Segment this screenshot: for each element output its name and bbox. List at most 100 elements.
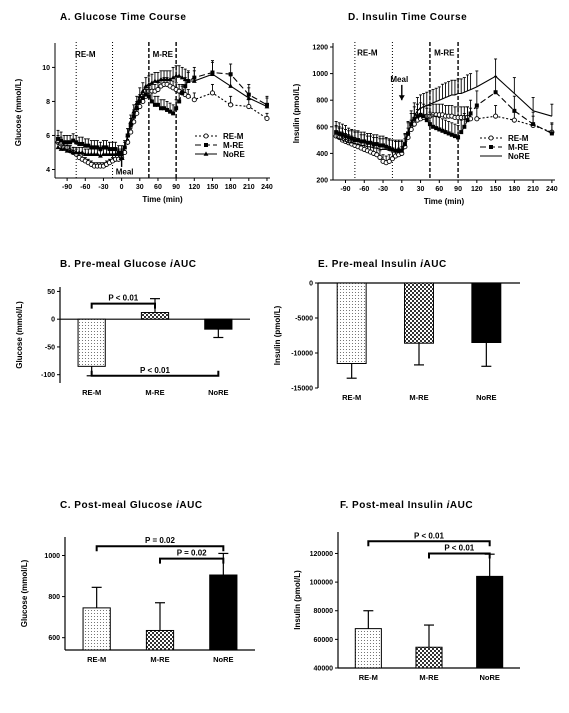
annotation: RE-M <box>75 50 96 59</box>
series-NoRE <box>55 61 270 158</box>
category-label: NoRE <box>479 673 499 682</box>
legend-marker <box>488 135 494 141</box>
data-point <box>389 156 395 162</box>
data-point <box>119 151 125 156</box>
x-tick-label: 120 <box>188 184 200 191</box>
significance-bracket <box>159 557 225 564</box>
bar-RE-M <box>77 318 106 367</box>
category-label: NoRE <box>208 388 228 397</box>
title-part: C. Post-meal Glucose <box>60 500 176 511</box>
data-point <box>155 102 160 107</box>
title-part: i <box>170 259 173 270</box>
x-tick-label: 210 <box>527 186 539 193</box>
data-point <box>134 106 139 111</box>
title-part: F. Post-meal Insulin <box>340 500 447 511</box>
legend-label: RE-M <box>223 132 244 141</box>
data-point <box>70 149 76 155</box>
data-point <box>415 114 420 119</box>
panel-title: D. Insulin Time Course <box>348 12 467 23</box>
title-part: i <box>447 500 450 511</box>
x-tick-label: 0 <box>400 186 404 193</box>
x-tick-label: -60 <box>80 184 90 191</box>
x-tick-label: -60 <box>359 186 369 193</box>
panel-D: D. Insulin Time Course200400600800100012… <box>292 12 558 206</box>
data-point <box>264 115 270 122</box>
data-point <box>158 106 163 111</box>
data-point <box>449 132 454 137</box>
data-point <box>58 146 64 151</box>
data-point <box>374 152 380 158</box>
data-point <box>264 103 270 109</box>
data-point <box>155 78 161 83</box>
y-tick-label: 1000 <box>44 553 60 560</box>
category-label: RE-M <box>342 393 361 402</box>
data-point <box>149 80 155 85</box>
data-point <box>185 93 191 99</box>
significance-label: P = 0.02 <box>145 536 175 545</box>
data-point <box>152 78 158 83</box>
significance-bracket <box>428 552 491 559</box>
category-label: M-RE <box>419 673 438 682</box>
data-point <box>434 126 439 131</box>
y-tick-label: 60000 <box>314 637 334 644</box>
data-point <box>146 81 152 87</box>
panel-E: E. Pre-meal Insulin iAUC -15000 -10000 -500… <box>273 259 520 402</box>
legend-marker <box>203 133 209 139</box>
significance-bracket <box>90 370 220 377</box>
x-tick-label: 210 <box>243 184 255 191</box>
panel-title: C. Post-meal Glucose iAUC <box>60 500 203 511</box>
data-point <box>85 151 91 156</box>
title-part: AUC <box>179 500 202 511</box>
data-point <box>104 145 109 150</box>
bar-M-RE <box>415 646 443 669</box>
data-point <box>377 154 383 160</box>
data-point <box>176 73 182 78</box>
significance-label: P < 0.01 <box>444 543 474 552</box>
bar-NoRE <box>476 575 504 669</box>
x-tick-label: 60 <box>154 184 162 191</box>
legend-label: M-RE <box>223 141 244 150</box>
data-point <box>386 158 392 164</box>
title-part: E. Pre-meal Insulin <box>318 259 420 270</box>
y-tick-label: 50 <box>47 289 55 296</box>
significance-label: P = 0.02 <box>177 549 207 558</box>
panel-C: C. Post-meal Glucose iAUC 600 800 1000 Gluco… <box>20 500 255 664</box>
data-point <box>92 145 97 150</box>
data-point <box>71 138 76 143</box>
legend-label: RE-M <box>508 134 529 143</box>
data-point <box>474 103 479 108</box>
legend-marker <box>204 143 208 147</box>
annotation: Meal <box>116 168 134 177</box>
data-point <box>146 94 151 99</box>
data-point <box>89 145 94 150</box>
y-axis-label: Glucose (mmol/L) <box>20 559 29 627</box>
category-label: RE-M <box>82 388 101 397</box>
data-point <box>191 78 197 83</box>
data-point <box>158 76 164 82</box>
data-point <box>170 75 176 80</box>
title-part: i <box>176 500 179 511</box>
data-point <box>167 76 173 82</box>
data-point <box>162 106 167 111</box>
data-point <box>68 140 73 145</box>
data-point <box>164 76 170 82</box>
data-point <box>59 138 64 143</box>
x-tick-label: 90 <box>172 184 180 191</box>
annotation: RE-M <box>357 49 378 58</box>
data-point <box>549 131 554 136</box>
data-point <box>493 113 499 119</box>
data-point <box>512 108 517 113</box>
annotation: Meal <box>390 75 408 84</box>
data-point <box>424 118 429 123</box>
data-point <box>246 95 252 100</box>
significance-bracket <box>95 545 225 552</box>
data-point <box>183 84 188 89</box>
legend-marker <box>489 145 493 149</box>
data-point <box>91 151 97 156</box>
y-tick-label: -10000 <box>291 351 313 358</box>
legend-label: NoRE <box>508 152 530 161</box>
y-tick-label: 0 <box>309 281 313 288</box>
data-point <box>180 90 185 95</box>
y-axis-label: Glucose (mmol/L) <box>14 78 23 146</box>
data-point <box>228 72 233 77</box>
